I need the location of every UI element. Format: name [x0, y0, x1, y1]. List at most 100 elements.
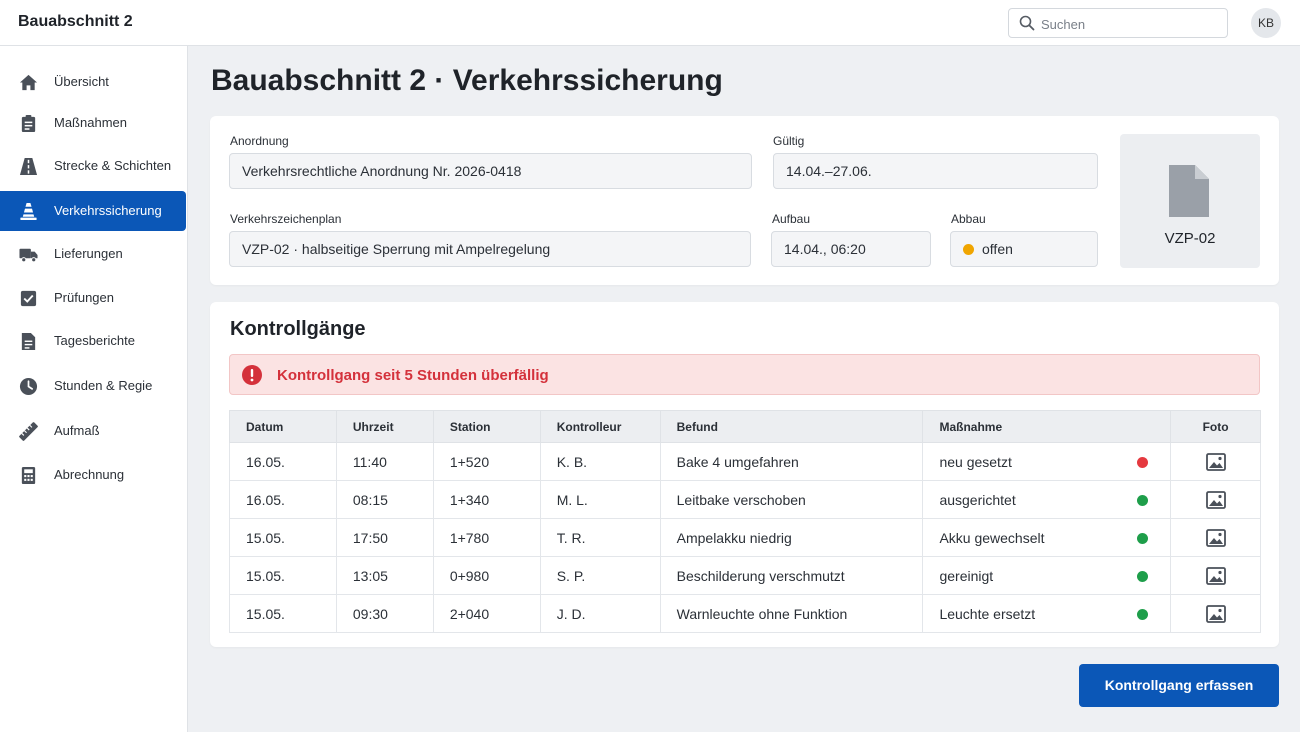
- abbau-label: Abbau: [951, 212, 986, 226]
- search-icon: [1019, 15, 1035, 31]
- abbau-value: offen: [982, 241, 1013, 257]
- ruler-icon: [19, 422, 38, 441]
- cell-datum: 15.05.: [229, 518, 337, 557]
- gueltig-field[interactable]: 14.04.–27.06.: [773, 153, 1098, 189]
- cell-foto[interactable]: [1170, 480, 1261, 519]
- home-icon: [19, 74, 38, 91]
- cell-uhrzeit: 09:30: [335, 594, 434, 633]
- abbau-field[interactable]: offen: [950, 231, 1098, 267]
- cell-uhrzeit: 11:40: [335, 442, 434, 481]
- document-label: VZP-02: [1164, 230, 1216, 247]
- sidebar-item-verkehrssicherung[interactable]: Verkehrssicherung: [0, 191, 186, 231]
- sidebar-item-label: Abrechnung: [54, 467, 125, 482]
- cell-kontrolleur: T. R.: [539, 518, 661, 557]
- gueltig-label: Gültig: [773, 134, 805, 148]
- search-input[interactable]: [1041, 13, 1221, 35]
- avatar[interactable]: KB: [1251, 8, 1281, 38]
- alert-text: Kontrollgang seit 5 Stunden überfällig: [277, 367, 549, 384]
- aufbau-field[interactable]: 14.04., 06:20: [771, 231, 931, 267]
- sidebar-item-label: Verkehrssicherung: [54, 203, 162, 218]
- cell-massnahme: Leuchte ersetzt: [922, 594, 1172, 633]
- cell-kontrolleur: M. L.: [539, 480, 661, 519]
- sidebar-item-label: Aufmaß: [54, 423, 100, 438]
- column-header[interactable]: Datum: [229, 410, 337, 443]
- massnahme-text: Akku gewechselt: [939, 529, 1045, 546]
- sidebar-item-label: Stunden & Regie: [54, 378, 153, 393]
- cell-station: 1+520: [432, 442, 541, 481]
- table-header-row: Datum Uhrzeit Station Kontrolleur Befund…: [229, 410, 1261, 443]
- status-dot: [1137, 457, 1149, 468]
- cell-kontrolleur: J. D.: [539, 594, 661, 633]
- cell-massnahme: ausgerichtet: [922, 480, 1172, 519]
- sidebar-item-stunden-regie[interactable]: Stunden & Regie: [0, 366, 186, 406]
- table-row[interactable]: 15.05. 13:05 0+980 S. P. Beschilderung versc…: [229, 556, 1261, 595]
- cell-massnahme: gereinigt: [922, 556, 1172, 595]
- sidebar-item-pruefungen[interactable]: Prüfungen: [0, 278, 186, 318]
- plan-label: Verkehrszeichenplan: [230, 212, 342, 226]
- plan-field[interactable]: VZP-02 · halbseitige Sperrung mit Ampelr…: [229, 231, 751, 267]
- document-tile[interactable]: VZP-02: [1120, 134, 1260, 268]
- alert-icon: [242, 365, 262, 385]
- top-bar: Bauabschnitt 2 KB: [0, 0, 1300, 46]
- massnahme-text: neu gesetzt: [939, 453, 1012, 470]
- cell-befund: Ampelakku niedrig: [659, 518, 924, 557]
- column-header[interactable]: Station: [432, 410, 541, 443]
- column-header[interactable]: Uhrzeit: [335, 410, 434, 443]
- column-header[interactable]: Maßnahme: [922, 410, 1172, 443]
- image-icon[interactable]: [1205, 604, 1226, 623]
- app-title: Bauabschnitt 2: [18, 13, 133, 30]
- truck-icon: [19, 248, 38, 263]
- search-box[interactable]: [1008, 8, 1228, 38]
- section-title: Kontrollgänge: [230, 318, 366, 340]
- sidebar-item-label: Prüfungen: [54, 290, 114, 305]
- clipboard-icon: [21, 114, 36, 133]
- sidebar-item-lieferungen[interactable]: Lieferungen: [0, 234, 186, 274]
- sidebar-item-uebersicht[interactable]: Übersicht: [0, 62, 186, 102]
- sidebar-item-massnahmen[interactable]: Maßnahmen: [0, 103, 186, 143]
- cell-datum: 16.05.: [229, 480, 337, 519]
- overdue-alert: Kontrollgang seit 5 Stunden überfällig: [229, 354, 1260, 395]
- cell-kontrolleur: S. P.: [539, 556, 661, 595]
- cell-massnahme: neu gesetzt: [922, 442, 1172, 481]
- cell-befund: Leitbake verschoben: [659, 480, 924, 519]
- image-icon[interactable]: [1205, 566, 1226, 585]
- table-row[interactable]: 15.05. 17:50 1+780 T. R. Ampelakku niedrig Ak…: [229, 518, 1261, 557]
- table-row[interactable]: 16.05. 11:40 1+520 K. B. Bake 4 umgefahren ne…: [229, 442, 1261, 481]
- cell-foto[interactable]: [1170, 518, 1261, 557]
- sidebar-item-strecke-schichten[interactable]: Strecke & Schichten: [0, 146, 186, 186]
- sidebar-item-label: Übersicht: [54, 74, 109, 89]
- traffic-cone-icon: [20, 202, 37, 221]
- image-icon[interactable]: [1205, 528, 1226, 547]
- cell-uhrzeit: 08:15: [335, 480, 434, 519]
- sidebar-item-abrechnung[interactable]: Abrechnung: [0, 455, 186, 495]
- table-row[interactable]: 15.05. 09:30 2+040 J. D. Warnleuchte ohne Fu…: [229, 594, 1261, 633]
- sidebar-item-label: Strecke & Schichten: [54, 158, 172, 173]
- column-header[interactable]: Kontrolleur: [539, 410, 661, 443]
- cell-foto[interactable]: [1170, 442, 1261, 481]
- sidebar-item-tagesberichte[interactable]: Tagesberichte: [0, 321, 186, 361]
- column-header[interactable]: Foto: [1170, 410, 1261, 443]
- cell-station: 2+040: [432, 594, 541, 633]
- calculator-icon: [21, 466, 36, 485]
- cell-datum: 15.05.: [229, 594, 337, 633]
- table-row[interactable]: 16.05. 08:15 1+340 M. L. Leitbake verschoben…: [229, 480, 1261, 519]
- anordnung-field[interactable]: Verkehrsrechtliche Anordnung Nr. 2026-04…: [229, 153, 752, 189]
- cell-station: 0+980: [432, 556, 541, 595]
- column-header[interactable]: Befund: [659, 410, 924, 443]
- sidebar-item-aufmass[interactable]: Aufmaß: [0, 411, 186, 451]
- image-icon[interactable]: [1205, 490, 1226, 509]
- status-dot: [963, 243, 974, 255]
- status-dot: [1137, 571, 1149, 582]
- road-icon: [19, 157, 38, 176]
- kontrollgang-erfassen-button[interactable]: Kontrollgang erfassen: [1079, 664, 1279, 707]
- cell-foto[interactable]: [1170, 556, 1261, 595]
- checkbox-icon: [20, 290, 37, 307]
- cell-massnahme: Akku gewechselt: [922, 518, 1172, 557]
- cell-foto[interactable]: [1170, 594, 1261, 633]
- sidebar-item-label: Tagesberichte: [54, 333, 135, 348]
- aufbau-label: Aufbau: [772, 212, 811, 226]
- status-dot: [1137, 495, 1149, 506]
- cell-befund: Beschilderung verschmutzt: [659, 556, 924, 595]
- image-icon[interactable]: [1205, 452, 1226, 471]
- anordnung-label: Anordnung: [230, 134, 289, 148]
